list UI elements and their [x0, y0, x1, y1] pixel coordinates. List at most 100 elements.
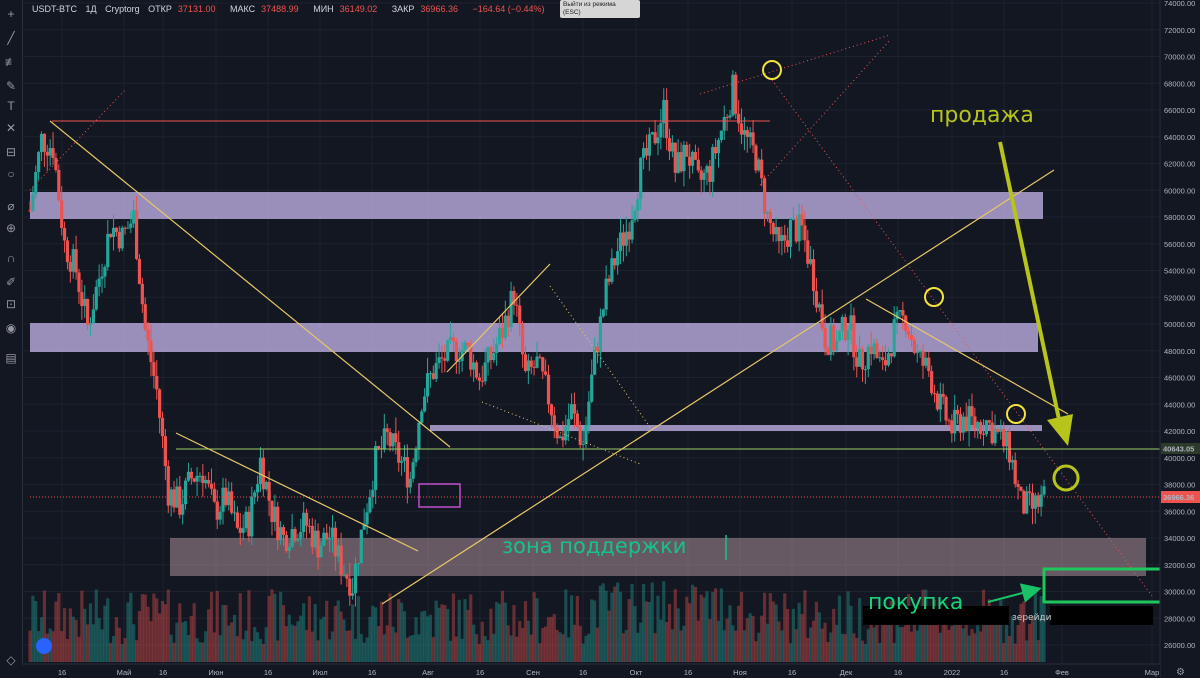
candle-body	[448, 337, 453, 340]
candle-body	[457, 360, 461, 362]
crosshair-icon[interactable]: +	[7, 7, 15, 21]
volume-bar	[699, 594, 703, 662]
candle-body	[734, 74, 738, 114]
candle-body	[60, 200, 64, 229]
candle-body	[204, 479, 208, 484]
volume-bar	[333, 606, 337, 662]
candle-body	[800, 214, 804, 226]
candle-body	[183, 480, 188, 505]
candle-body	[653, 132, 657, 144]
candle-body	[555, 427, 559, 439]
volume-bar	[106, 598, 110, 662]
volume-bar	[376, 626, 381, 662]
candle-body	[751, 132, 755, 146]
volume-bar	[794, 629, 798, 662]
candle-body	[823, 328, 827, 349]
candle-body	[633, 210, 637, 221]
volume-bar	[572, 624, 577, 662]
volume-bar	[786, 608, 790, 662]
candle-body	[443, 358, 447, 361]
volume-bar	[578, 625, 582, 662]
candle-body	[368, 497, 372, 513]
price-tick-label: 60000.00	[1164, 186, 1195, 195]
volume-bar	[667, 603, 672, 662]
exit-mode-line2: (ESC)	[563, 9, 581, 16]
volume-bar	[495, 602, 499, 662]
volume-bar	[973, 633, 977, 662]
price-tick-label: 52000.00	[1164, 293, 1195, 302]
shapes-icon[interactable]: ○	[7, 167, 15, 181]
candle-body	[650, 132, 654, 135]
pattern-icon[interactable]: ✕	[5, 121, 17, 135]
volume-bar	[604, 590, 608, 662]
candle-body	[535, 356, 539, 368]
volume-bar	[575, 595, 579, 662]
brush-icon[interactable]: ✎	[5, 79, 17, 93]
candle-body	[552, 415, 556, 428]
candle-body	[523, 354, 528, 371]
candle-body	[224, 487, 228, 506]
interval[interactable]: 1Д	[85, 4, 97, 14]
trendline-icon[interactable]: ╱	[7, 31, 15, 45]
exit-mode-tooltip[interactable]: Выйти из режима (ESC)	[560, 0, 640, 18]
candle-body	[829, 325, 833, 355]
magnet-icon[interactable]: ∩	[6, 251, 16, 265]
lock-drawing-icon[interactable]: ✐	[5, 275, 17, 289]
price-tick-label: 70000.00	[1164, 53, 1195, 62]
candle-body	[264, 481, 268, 490]
volume-bar	[204, 631, 208, 662]
time-axis[interactable]	[22, 664, 1160, 678]
volume-bar	[647, 602, 651, 662]
text-icon[interactable]: T	[7, 99, 15, 113]
ruler-icon[interactable]: ⌀	[7, 199, 15, 213]
collapse-icon[interactable]: ◇	[6, 653, 16, 667]
candle-body	[428, 373, 433, 375]
volume-bar	[981, 589, 986, 662]
volume-bar	[100, 629, 104, 662]
trash-icon[interactable]: ▤	[5, 351, 17, 365]
volume-bar	[546, 617, 551, 662]
candle-body	[34, 171, 38, 195]
volume-bar	[132, 624, 136, 662]
open-label: ОТКР	[148, 4, 172, 14]
eye-icon[interactable]: ◉	[5, 321, 17, 335]
candle-body	[209, 483, 214, 489]
candle-body	[938, 393, 942, 410]
volume-bar	[230, 622, 234, 662]
candle-body	[1002, 429, 1006, 447]
symbol-name[interactable]: USDT-BTC	[32, 4, 77, 14]
candle-body	[912, 340, 916, 353]
zoom-icon[interactable]: ⊕	[5, 221, 17, 235]
candle-body	[273, 506, 277, 522]
candle-body	[178, 486, 182, 515]
lock-icon[interactable]: ⊡	[5, 297, 17, 311]
settings-icon[interactable]: ⚙	[1176, 667, 1185, 678]
candle-body	[558, 436, 562, 439]
candle-body	[302, 512, 306, 532]
candle-body	[198, 475, 202, 477]
candle-body	[915, 352, 919, 354]
volume-bar	[590, 599, 594, 662]
price-axis[interactable]	[1160, 0, 1200, 664]
sell-arrow	[998, 141, 1062, 425]
candle-body	[1016, 483, 1020, 487]
volume-bar	[788, 643, 793, 662]
volume-bar	[186, 635, 191, 662]
volume-bar	[535, 598, 539, 662]
low-value: 36149.02	[339, 4, 378, 14]
candle-body	[408, 478, 412, 488]
time-tick-label: 16	[1000, 668, 1008, 677]
volume-bar	[935, 620, 940, 662]
volume-bar	[711, 592, 715, 662]
candle-body	[463, 342, 467, 351]
volume-bar	[207, 609, 211, 662]
candle-body	[175, 486, 179, 508]
fib-icon[interactable]: ≢	[5, 55, 17, 69]
candle-body	[207, 479, 211, 484]
price-tick-label: 56000.00	[1164, 240, 1195, 249]
candle-body	[172, 489, 176, 508]
volume-bar	[719, 588, 723, 662]
forecast-icon[interactable]: ⊟	[5, 145, 17, 159]
candle-body	[803, 225, 807, 241]
